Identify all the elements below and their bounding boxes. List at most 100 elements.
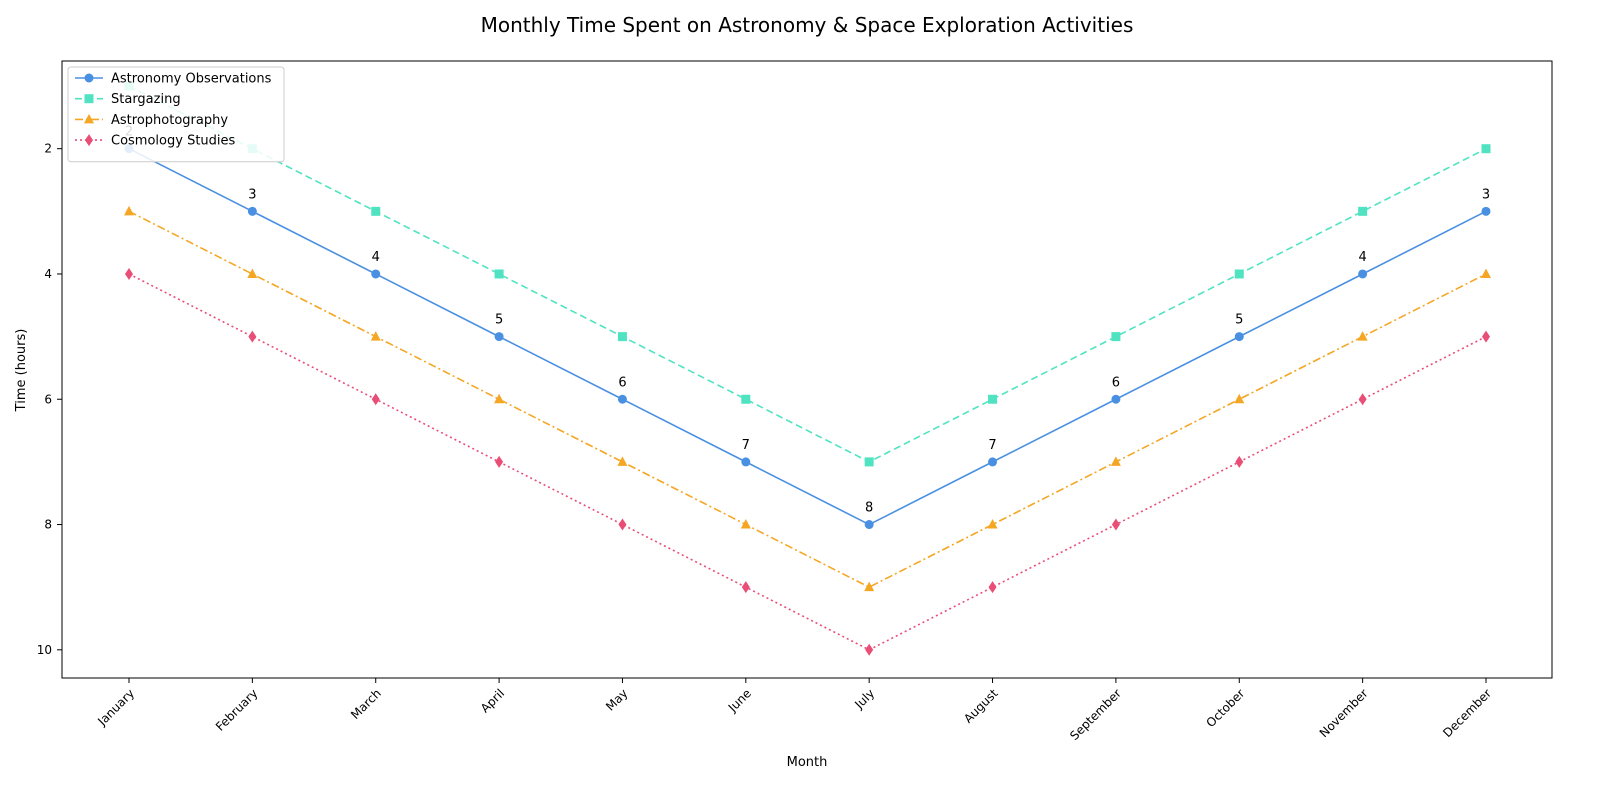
data-point — [617, 394, 627, 404]
data-point — [124, 205, 134, 216]
y-tick-label: 6 — [44, 392, 52, 406]
series-line — [128, 147, 1487, 526]
x-tick-label: July — [851, 686, 877, 712]
legend-marker — [84, 73, 94, 83]
data-point — [125, 267, 133, 280]
data-point — [741, 581, 750, 594]
data-point — [494, 269, 504, 279]
x-tick-label: October — [1204, 686, 1248, 730]
data-point — [1111, 394, 1121, 404]
x-tick-label: January — [94, 686, 137, 729]
legend-label: Astrophotography — [111, 113, 228, 128]
data-point — [1358, 206, 1368, 216]
x-tick-label: June — [725, 686, 754, 715]
x-tick-label: March — [348, 686, 384, 722]
data-point — [1481, 206, 1491, 216]
plot-frame — [61, 60, 1553, 679]
legend-marker — [85, 134, 93, 147]
data-label: 6 — [618, 375, 626, 390]
data-point — [618, 518, 627, 531]
data-point — [1358, 393, 1367, 406]
data-point — [1111, 518, 1120, 531]
data-point — [1482, 330, 1490, 343]
data-point — [1481, 144, 1491, 154]
legend: Astronomy Observations Stargazing Astropho… — [67, 66, 285, 163]
data-point — [1111, 332, 1121, 342]
y-axis-label: Time (hours) — [14, 329, 29, 413]
legend-box — [67, 66, 285, 163]
data-point — [1110, 456, 1121, 466]
x-tick-label: December — [1440, 686, 1494, 740]
data-point — [1234, 393, 1245, 404]
data-point — [988, 581, 997, 594]
data-point — [247, 268, 258, 278]
legend-item: Stargazing — [75, 92, 181, 107]
data-label: 4 — [372, 250, 380, 265]
data-point — [988, 457, 998, 467]
legend-item: Cosmology Studies — [75, 134, 236, 149]
legend-item: Astronomy Observations — [75, 72, 272, 87]
data-label: 7 — [988, 438, 996, 453]
data-point — [1357, 331, 1368, 341]
legend-item: Astrophotography — [75, 113, 228, 128]
data-point — [1234, 332, 1244, 342]
data-point — [988, 394, 998, 404]
data-point — [864, 581, 875, 592]
data-point — [370, 331, 381, 341]
series-cosmology-studies — [125, 267, 1490, 656]
series-line — [128, 273, 1487, 651]
data-point — [1358, 269, 1368, 279]
y-tick-label: 2 — [44, 142, 52, 156]
x-tick-label: April — [478, 686, 507, 715]
data-point — [864, 457, 874, 467]
data-label: 5 — [1235, 313, 1243, 328]
data-point — [1481, 268, 1491, 278]
data-point — [741, 394, 751, 404]
x-tick-label: August — [961, 686, 1001, 726]
x-axis: January February March April May June July Augu… — [94, 678, 1494, 743]
y-axis: 2 4 6 8 10 — [37, 142, 62, 657]
data-label: 7 — [742, 438, 750, 453]
data-point — [865, 643, 874, 656]
data-point — [617, 456, 628, 466]
data-point — [741, 457, 751, 467]
data-point — [740, 519, 751, 529]
data-point — [864, 520, 874, 530]
data-point — [495, 455, 504, 468]
series-line — [128, 210, 1487, 589]
legend-label: Astronomy Observations — [111, 72, 272, 87]
data-label: 8 — [865, 501, 873, 516]
x-axis-label: Month — [787, 755, 828, 770]
data-label: 3 — [1482, 187, 1490, 202]
x-tick-label: May — [603, 686, 630, 713]
data-label: 3 — [248, 187, 256, 202]
data-label: 4 — [1358, 250, 1366, 265]
data-point — [371, 269, 381, 279]
data-point — [247, 206, 257, 216]
data-point — [1235, 455, 1244, 468]
legend-marker — [84, 94, 94, 104]
x-tick-label: February — [213, 686, 261, 734]
data-point — [494, 332, 504, 342]
plot-area: 234567876543 — [124, 81, 1491, 656]
series-astronomy-observations: 234567876543 — [124, 125, 1491, 530]
series-stargazing — [124, 81, 1491, 467]
x-tick-label: September — [1067, 686, 1124, 743]
legend-label: Stargazing — [111, 92, 181, 107]
data-point — [617, 332, 627, 342]
chart-title: Monthly Time Spent on Astronomy & Space … — [481, 13, 1134, 37]
y-tick-label: 10 — [37, 643, 52, 657]
data-point — [1234, 269, 1244, 279]
legend-label: Cosmology Studies — [111, 134, 236, 149]
series-astrophotography — [124, 205, 1491, 592]
data-point — [494, 393, 505, 404]
y-tick-label: 8 — [44, 518, 52, 532]
data-point — [987, 519, 998, 529]
series-line — [128, 85, 1487, 463]
data-point — [371, 393, 380, 406]
data-label: 6 — [1112, 375, 1120, 390]
data-point — [371, 206, 381, 216]
data-point — [248, 330, 257, 343]
legend-marker — [84, 113, 94, 124]
